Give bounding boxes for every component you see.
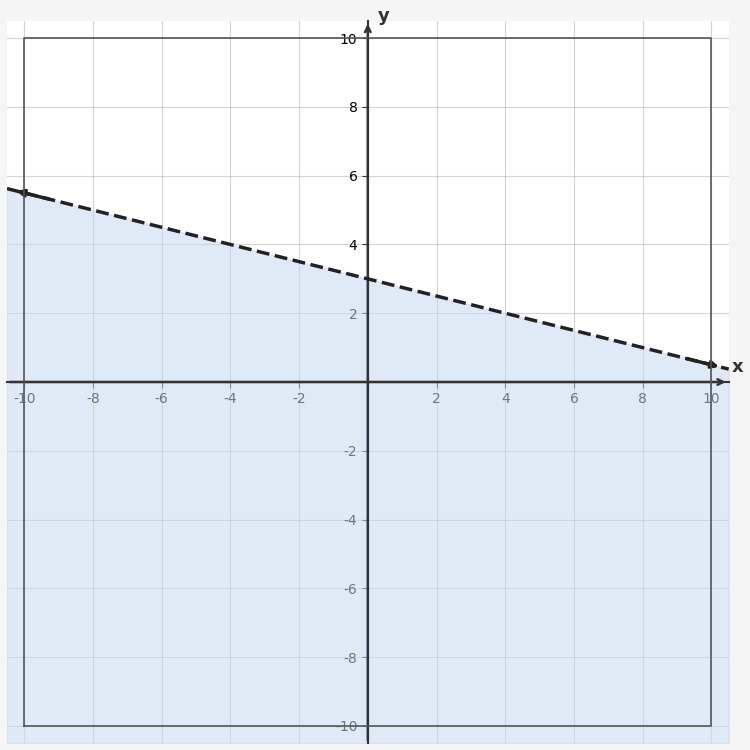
- Text: y: y: [378, 7, 390, 25]
- Text: x: x: [732, 358, 744, 376]
